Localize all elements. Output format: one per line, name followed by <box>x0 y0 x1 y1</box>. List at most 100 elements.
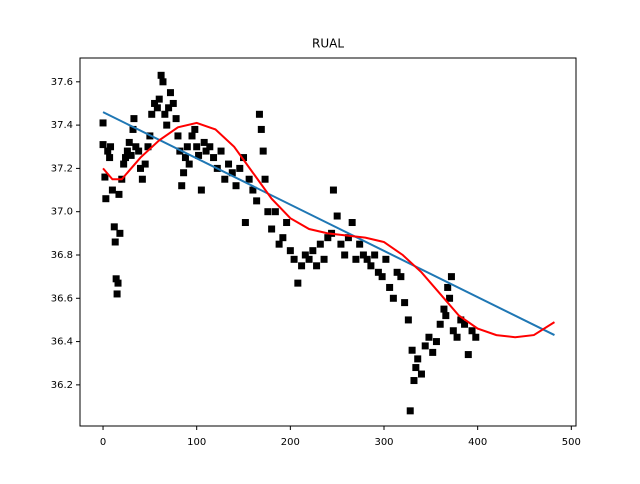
scatter-point <box>104 147 112 155</box>
scatter-point <box>406 407 414 415</box>
scatter-point <box>371 251 379 259</box>
scatter-point <box>344 234 352 242</box>
scatter-point <box>191 125 199 133</box>
scatter-point <box>294 279 302 287</box>
x-tick-label: 0 <box>100 437 106 448</box>
scatter-point <box>115 190 123 198</box>
chart-title: RUAL <box>312 37 344 51</box>
scatter-point <box>410 377 418 385</box>
scatter-point <box>110 223 118 231</box>
scatter-point <box>202 147 210 155</box>
scatter-point <box>468 327 476 335</box>
scatter-point <box>165 104 173 112</box>
scatter-point <box>122 154 130 162</box>
plot-frame <box>79 57 577 427</box>
scatter-point <box>464 351 472 359</box>
scatter-point <box>417 370 425 378</box>
scatter-point <box>337 240 345 248</box>
scatter-point <box>178 182 186 190</box>
scatter-point <box>283 219 291 227</box>
scatter-point <box>382 255 390 263</box>
line <box>102 121 555 339</box>
scatter-point <box>275 240 283 248</box>
scatter-point <box>195 151 203 159</box>
scatter-point <box>144 143 152 151</box>
scatter-point <box>225 160 233 168</box>
scatter-point <box>432 338 440 346</box>
scatter-point <box>129 125 137 133</box>
scatter-point <box>412 364 420 372</box>
scatter-point <box>389 294 397 302</box>
y-tick-label: 36.6 <box>51 293 73 304</box>
y-tick-label: 36.4 <box>51 337 73 348</box>
scatter-point <box>444 283 452 291</box>
scatter-point <box>116 229 124 237</box>
scatter-point <box>309 247 317 255</box>
scatter-point <box>108 186 116 194</box>
scatter-point <box>188 132 196 140</box>
scatter-point <box>333 212 341 220</box>
scatter-point <box>102 195 110 203</box>
scatter-point <box>386 283 394 291</box>
scatter-point <box>279 234 287 242</box>
scatter-point <box>425 333 433 341</box>
scatter-point <box>472 333 480 341</box>
scatter-point <box>221 175 229 183</box>
scatter-point <box>106 154 114 162</box>
x-tick-label: 300 <box>374 437 393 448</box>
y-tick-label: 37.0 <box>51 207 73 218</box>
x-tick-label: 400 <box>468 437 487 448</box>
scatter-point <box>132 143 140 151</box>
scatter-point <box>259 147 267 155</box>
scatter-point <box>348 219 356 227</box>
scatter-point <box>393 268 401 276</box>
scatter-point <box>341 251 349 259</box>
scatter-point <box>320 255 328 263</box>
scatter-point <box>264 208 272 216</box>
x-tick-label: 200 <box>281 437 300 448</box>
scatter-point <box>169 99 177 107</box>
y-tick-label: 36.2 <box>51 380 73 391</box>
scatter-point <box>155 95 163 103</box>
scatter-point <box>210 154 218 162</box>
scatter-point <box>404 316 412 324</box>
scatter-point <box>148 110 156 118</box>
scatter-point <box>290 255 298 263</box>
scatter-point <box>356 240 364 248</box>
y-tick-label: 37.6 <box>51 77 73 88</box>
scatter-point <box>107 143 115 151</box>
scatter-point <box>111 238 119 246</box>
scatter-point <box>461 320 469 328</box>
scatter-point <box>127 151 135 159</box>
scatter-point <box>166 89 174 97</box>
scatter-point <box>151 99 159 107</box>
scatter-point <box>271 208 279 216</box>
scatter-point <box>130 115 138 123</box>
scatter-point <box>153 104 161 112</box>
scatter-point <box>301 251 309 259</box>
scatter-point <box>316 240 324 248</box>
scatter-point <box>114 279 122 287</box>
scatter-point <box>414 355 422 363</box>
scatter-point <box>193 143 201 151</box>
x-tick-label: 500 <box>562 437 581 448</box>
scatter-point <box>99 141 107 149</box>
scatter-point <box>200 138 208 146</box>
scatter-point <box>159 78 167 86</box>
scatter-point <box>112 275 120 283</box>
scatter-point <box>125 138 133 146</box>
scatter-point <box>163 121 171 129</box>
scatter-point <box>378 273 386 281</box>
y-tick-label: 37.2 <box>51 163 73 174</box>
scatter-point <box>363 255 371 263</box>
scatter-point <box>367 262 375 270</box>
scatter-point <box>249 186 257 194</box>
scatter-point <box>255 110 263 118</box>
scatter-point <box>236 164 244 172</box>
scatter-point <box>157 71 165 79</box>
scatter-point <box>99 119 107 127</box>
scatter-point <box>313 262 321 270</box>
scatter-point <box>286 247 294 255</box>
